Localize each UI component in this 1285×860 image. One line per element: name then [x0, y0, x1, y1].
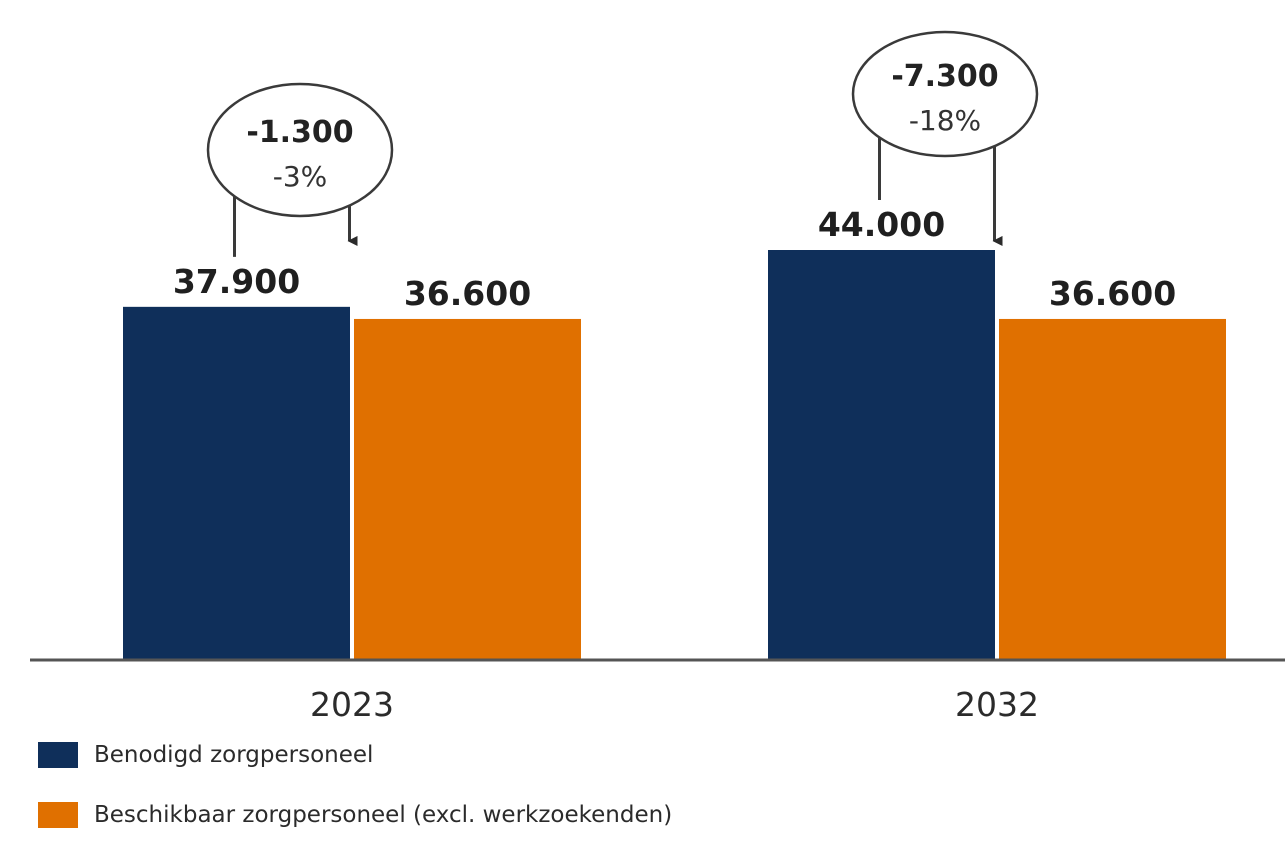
gap-bubble	[851, 30, 1039, 158]
gap-percent-2023: -3%	[273, 160, 328, 193]
gap-absolute-2032: -7.300	[891, 59, 998, 94]
gap-bubble	[206, 82, 394, 218]
data-label-2023-needed: 37.900	[173, 262, 300, 301]
x-tick-label-2023: 2023	[310, 685, 394, 724]
legend-item-available: Beschikbaar zorgpersoneel (excl. werkzoe…	[38, 800, 672, 830]
bar-2032-available	[999, 318, 1226, 660]
legend-swatch-needed	[38, 742, 78, 768]
legend-label-available: Beschikbaar zorgpersoneel (excl. werkzoe…	[94, 802, 673, 828]
gap-percent-2032: -18%	[909, 104, 981, 137]
x-tick-label-2032: 2032	[955, 685, 1039, 724]
data-label-2032-needed: 44.000	[818, 205, 945, 244]
legend-swatch-available	[38, 802, 78, 828]
legend-item-needed: Benodigd zorgpersoneel	[38, 740, 672, 770]
legend: Benodigd zorgpersoneel Beschikbaar zorgp…	[38, 740, 672, 860]
data-label-2032-available: 36.600	[1049, 274, 1176, 313]
legend-label-needed: Benodigd zorgpersoneel	[94, 742, 374, 768]
bar-2023-available	[354, 318, 581, 660]
gap-absolute-2023: -1.300	[246, 115, 353, 150]
bar-2032-needed	[768, 250, 995, 660]
gap-annotation-2023: -1.300 -3%	[206, 82, 394, 257]
gap-annotation-2032: -7.300 -18%	[851, 30, 1039, 246]
data-label-2023-available: 36.600	[404, 274, 531, 313]
bar-2023-needed	[123, 306, 350, 660]
